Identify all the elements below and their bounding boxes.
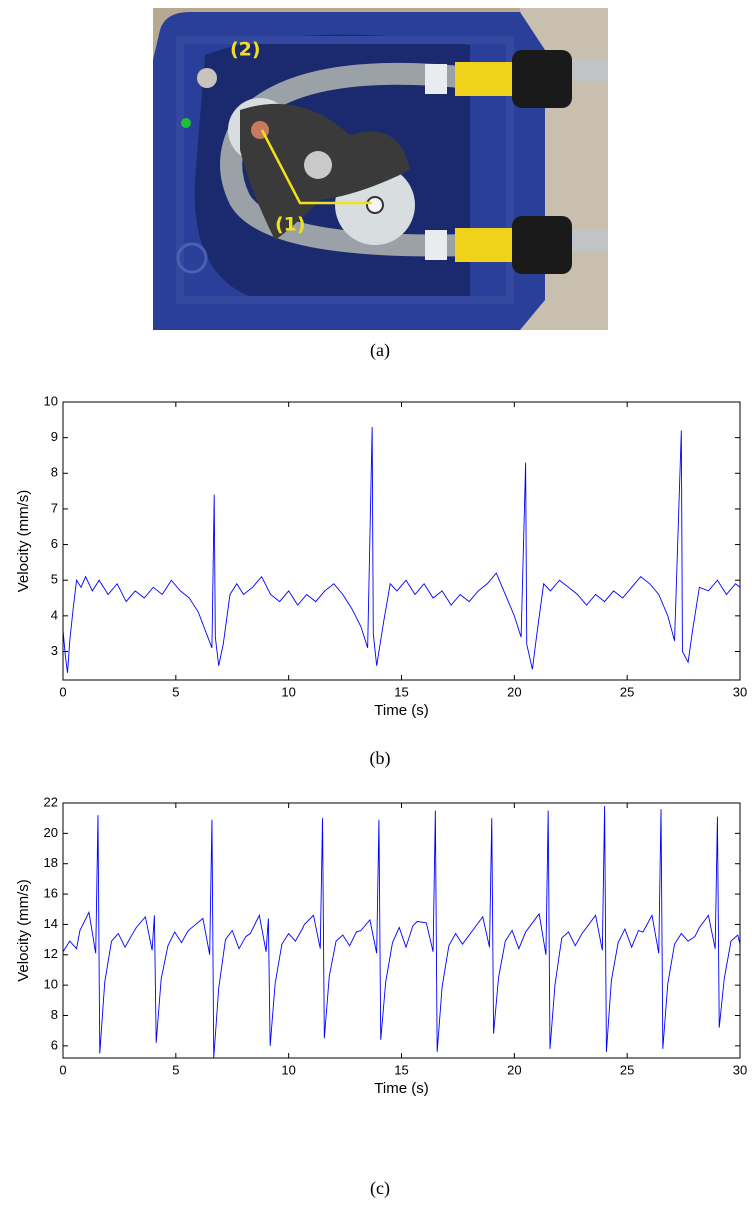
x-tick-label: 30 (733, 1062, 747, 1077)
plot-area (63, 426, 740, 673)
y-axis-label: Velocity (mm/s) (15, 490, 32, 593)
chart: 0 5 10 15 20 25 30 3 4 5 6 7 8 9 10 Time (s) Velocity (m… (15, 393, 747, 719)
y-tick-label: 7 (51, 500, 58, 515)
x-tick-label: 0 (59, 1062, 66, 1077)
x-tick-label: 20 (507, 1062, 521, 1077)
plot-area (63, 806, 740, 1058)
caption: (b) (370, 748, 391, 769)
x-tick-label: 0 (59, 684, 66, 699)
x-tick-label: 5 (172, 684, 179, 699)
caption: (a) (370, 340, 390, 361)
x-tick-label: 20 (507, 684, 521, 699)
y-tick-label: 6 (51, 1037, 58, 1052)
photo-label: (2) (230, 39, 261, 61)
y-tick-label: 9 (51, 429, 58, 444)
x-tick-label: 15 (394, 1062, 408, 1077)
y-tick-label: 22 (44, 794, 58, 809)
y-tick-label: 3 (51, 643, 58, 658)
axes-box (62, 401, 741, 681)
x-tick-label: 10 (281, 1062, 295, 1077)
x-tick-label: 15 (394, 684, 408, 699)
y-axis-label: Velocity (mm/s) (15, 879, 32, 982)
y-tick-label: 14 (44, 916, 58, 931)
y-tick-label: 8 (51, 465, 58, 480)
y-tick-label: 12 (44, 946, 58, 961)
y-tick-label: 20 (44, 825, 58, 840)
x-tick-label: 25 (620, 684, 634, 699)
data-line (63, 426, 740, 673)
data-line (63, 806, 740, 1058)
y-tick-label: 10 (44, 393, 58, 408)
photo-label: (1) (275, 214, 306, 236)
caption: (c) (370, 1178, 390, 1199)
x-tick-label: 30 (733, 684, 747, 699)
x-tick-label: 10 (281, 684, 295, 699)
chart: 0 5 10 15 20 25 30 6 8 10 12 14 16 18 20 22 Time (s) Velo… (15, 794, 747, 1097)
x-axis-label: Time (s) (374, 702, 428, 719)
y-tick-label: 8 (51, 1007, 58, 1022)
x-tick-label: 5 (172, 1062, 179, 1077)
x-tick-label: 25 (620, 1062, 634, 1077)
y-tick-label: 5 (51, 572, 58, 587)
y-tick-label: 16 (44, 886, 58, 901)
x-axis-label: Time (s) (374, 1080, 428, 1097)
y-tick-label: 18 (44, 855, 58, 870)
y-tick-label: 10 (44, 977, 58, 992)
photo: (2) (1) (153, 8, 608, 330)
y-tick-label: 6 (51, 536, 58, 551)
y-tick-label: 4 (51, 607, 58, 622)
